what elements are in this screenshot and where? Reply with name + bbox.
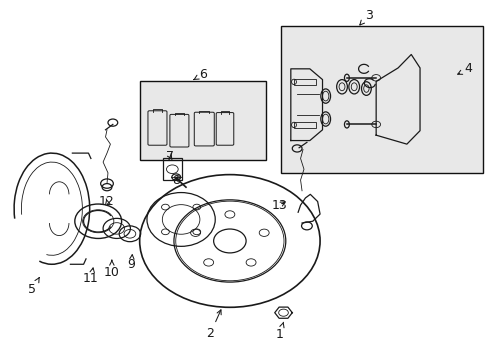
Text: 13: 13 xyxy=(271,199,287,212)
Text: 8: 8 xyxy=(172,174,180,186)
Bar xyxy=(281,26,483,173)
Text: 3: 3 xyxy=(359,9,372,25)
Text: 7: 7 xyxy=(166,150,174,163)
Bar xyxy=(140,81,266,160)
Text: 11: 11 xyxy=(83,268,99,285)
Text: 5: 5 xyxy=(28,278,39,296)
Text: 10: 10 xyxy=(104,260,120,279)
Bar xyxy=(162,158,182,180)
Bar xyxy=(293,79,316,85)
Text: 1: 1 xyxy=(275,322,284,341)
Text: 9: 9 xyxy=(127,255,135,271)
Text: 12: 12 xyxy=(99,195,115,208)
Text: 6: 6 xyxy=(193,68,206,81)
Text: 2: 2 xyxy=(206,310,221,340)
Text: 4: 4 xyxy=(457,62,472,75)
Bar xyxy=(293,122,316,128)
